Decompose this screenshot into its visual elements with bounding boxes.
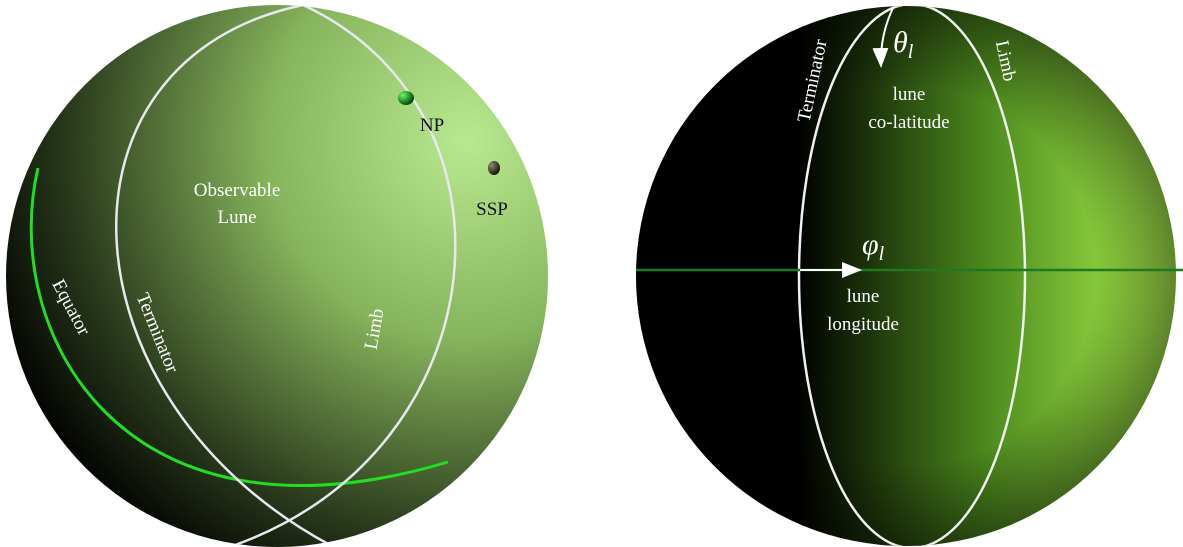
colatitude-arrow (872, 7, 894, 68)
np-label: NP (420, 115, 444, 136)
lune-boundary (797, 6, 1027, 546)
colatitude-label: lune (893, 84, 926, 105)
phi-subscript: l (879, 243, 885, 265)
lune-label: Lune (217, 207, 256, 228)
longitude-label: longitude (827, 314, 899, 335)
limb-line (234, 5, 457, 547)
left-sphere: NP SSP Observable Lune Equator Terminato… (6, 5, 548, 547)
lune-label: Observable (194, 180, 281, 201)
longitude-label: lune (847, 286, 880, 307)
equator-line (29, 167, 449, 487)
ssp-label: SSP (476, 199, 508, 220)
sphere (6, 5, 548, 547)
phi-label: φl (862, 228, 885, 265)
right-sphere: θl lune co-latitude φl lune longitude Te… (636, 6, 1183, 546)
theta-label: θl (893, 26, 914, 63)
terminator-line (115, 5, 331, 547)
np-marker (398, 91, 414, 105)
colatitude-label: co-latitude (868, 112, 949, 133)
theta-symbol: θ (893, 26, 908, 59)
theta-subscript: l (908, 41, 914, 63)
sphere-shade (636, 6, 1176, 546)
ssp-marker (488, 161, 500, 175)
phi-symbol: φ (862, 228, 879, 261)
